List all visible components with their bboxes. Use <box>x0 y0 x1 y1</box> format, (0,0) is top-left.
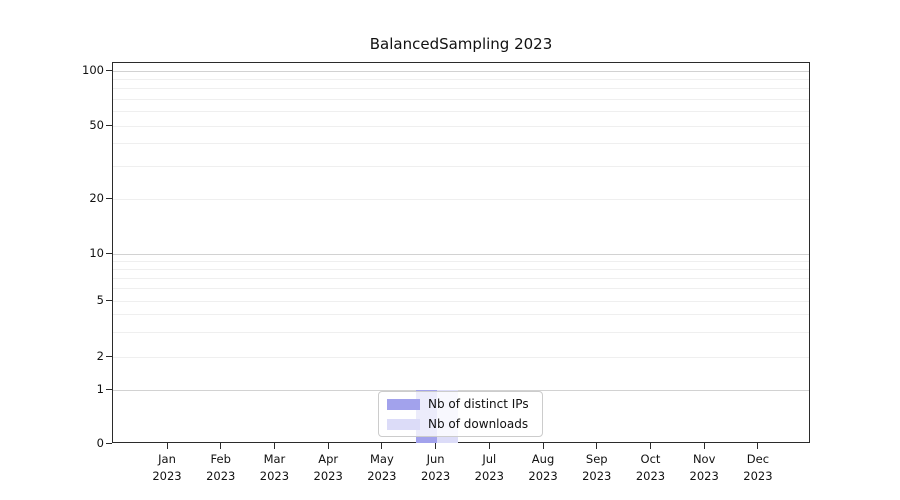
gridline-major <box>113 389 809 391</box>
legend: Nb of distinct IPs Nb of downloads <box>378 391 543 437</box>
gridline-minor <box>113 111 809 113</box>
x-tick <box>488 443 490 449</box>
gridline-minor <box>113 88 809 90</box>
x-tick <box>703 443 705 449</box>
gridline-minor <box>113 78 809 80</box>
gridline-minor <box>113 331 809 333</box>
legend-swatch-icon <box>387 418 420 430</box>
y-tick <box>106 252 112 254</box>
legend-label: Nb of downloads <box>428 417 529 431</box>
legend-item: Nb of distinct IPs <box>387 396 534 412</box>
x-tick-label: Nov 2023 <box>689 452 719 483</box>
gridline-minor <box>113 260 809 262</box>
gridline-minor <box>113 356 809 358</box>
y-tick-label: 20 <box>89 191 104 205</box>
gridline-minor <box>113 198 809 200</box>
y-tick <box>106 299 112 301</box>
x-tick <box>166 443 168 449</box>
x-tick-label: Jun 2023 <box>420 452 451 483</box>
x-tick <box>596 443 598 449</box>
gridline-minor <box>113 300 809 302</box>
y-tick <box>106 197 112 199</box>
y-tick <box>106 355 112 357</box>
x-tick-label: Mar 2023 <box>259 452 290 483</box>
x-tick-label: Aug 2023 <box>528 452 558 483</box>
y-tick <box>106 388 112 390</box>
x-tick-label: Jan 2023 <box>152 452 182 483</box>
x-tick <box>435 443 437 449</box>
y-tick-label: 5 <box>96 293 104 307</box>
x-tick-label: Sep 2023 <box>582 452 612 483</box>
x-tick <box>757 443 759 449</box>
x-tick <box>542 443 544 449</box>
gridline-minor <box>113 288 809 290</box>
x-tick-label: May 2023 <box>367 452 397 483</box>
x-tick <box>381 443 383 449</box>
y-tick <box>106 442 112 444</box>
gridline-minor <box>113 143 809 145</box>
gridline-minor <box>113 268 809 270</box>
legend-label: Nb of distinct IPs <box>428 397 529 411</box>
gridline-major <box>113 70 809 72</box>
x-tick-label: Dec 2023 <box>743 452 773 483</box>
gridline-minor <box>113 277 809 279</box>
gridline-minor <box>113 166 809 168</box>
y-tick-label: 1 <box>96 382 104 396</box>
gridline-minor <box>113 98 809 100</box>
plot-area <box>112 62 810 443</box>
x-tick-label: Jul 2023 <box>474 452 504 483</box>
x-tick <box>220 443 222 449</box>
chart-title: BalancedSampling 2023 <box>369 35 553 53</box>
legend-swatch-icon <box>387 398 420 410</box>
x-tick-label: Apr 2023 <box>313 452 343 483</box>
gridline-minor <box>113 125 809 127</box>
y-tick-label: 0 <box>96 436 104 450</box>
y-tick-label: 2 <box>96 349 104 363</box>
gridline-minor <box>113 314 809 316</box>
y-tick-label: 100 <box>82 63 104 77</box>
x-tick <box>649 443 651 449</box>
y-tick-label: 10 <box>89 246 104 260</box>
legend-item: Nb of downloads <box>387 416 534 432</box>
x-tick <box>273 443 275 449</box>
y-tick <box>106 124 112 126</box>
y-tick-label: 50 <box>89 118 104 132</box>
x-tick-label: Oct 2023 <box>635 452 666 483</box>
gridline-major <box>113 253 809 255</box>
x-tick <box>327 443 329 449</box>
x-tick-label: Feb 2023 <box>206 452 236 483</box>
y-tick <box>106 69 112 71</box>
